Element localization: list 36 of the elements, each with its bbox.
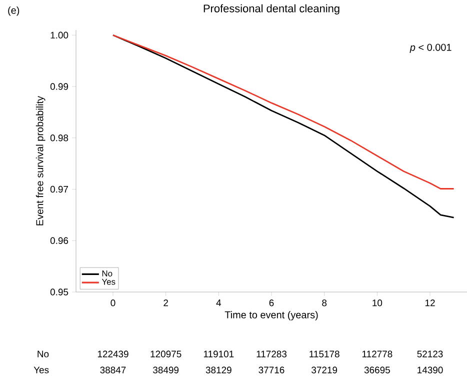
text: 120975 [150,350,182,358]
legend-label: Yes [102,278,116,285]
x-tick-label: 10 [372,300,382,306]
x-tick-label: 8 [322,300,327,306]
x-tick-label: 0 [110,300,116,306]
y-tick-label: 0.96 [50,237,68,244]
text: 37716 [258,366,284,374]
legend-label: No [102,270,112,276]
text: No [38,350,49,358]
text: 38499 [153,366,179,374]
annotation: p < 0.001 [410,44,452,53]
y-tick-label: 0.99 [50,83,68,90]
text: 119101 [204,350,234,358]
y-axis-title: Event free survival probability [36,96,46,226]
y-tick-label: 0.97 [50,186,68,193]
text: 36695 [364,366,390,374]
x-tick-label: 6 [269,300,274,306]
text: 37219 [312,366,338,374]
text: 122439 [98,350,128,358]
x-tick-label: 4 [216,300,222,306]
text: 38847 [100,366,126,374]
text: 112778 [362,350,392,358]
text: 115178 [310,350,340,358]
x-axis-title: Time to event (years) [224,311,318,320]
text: 117283 [256,350,287,358]
x-tick-label: 2 [164,300,168,306]
x-tick-label: 12 [425,300,435,306]
text: 52123 [417,350,443,358]
text: (e) [8,6,20,16]
y-tick-label: 0.95 [50,288,68,296]
y-tick-label: 0.98 [50,134,68,142]
chart-title: Professional dental cleaning [204,4,340,14]
y-tick-label: 1.00 [50,32,68,38]
text: 38129 [206,366,232,374]
text: Yes [34,366,49,374]
text: 14390 [418,366,443,374]
